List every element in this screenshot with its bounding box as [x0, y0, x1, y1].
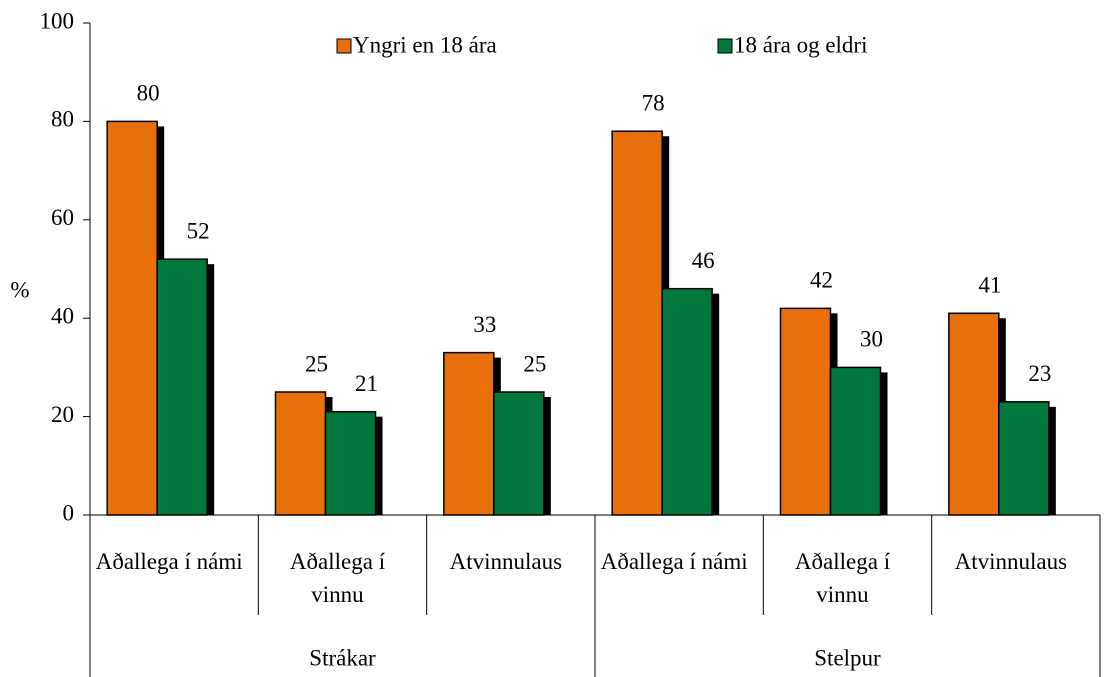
- group-label: Strákar: [309, 645, 376, 670]
- bar: [106, 120, 158, 516]
- data-label: 30: [860, 327, 883, 352]
- data-label: 52: [187, 218, 210, 243]
- bar: [443, 351, 495, 516]
- y-tick-label: 60: [51, 205, 74, 230]
- bar: [156, 258, 208, 516]
- x-tick-label: Aðallega í vinnu: [794, 549, 891, 607]
- bar: [948, 312, 1000, 516]
- bar: [324, 410, 377, 516]
- bar: [998, 401, 1050, 516]
- data-label: 25: [523, 351, 546, 376]
- x-tick-label: Aðallega í námi: [95, 549, 243, 574]
- data-label: 21: [355, 371, 378, 396]
- legend-swatch: [336, 38, 352, 54]
- bar: [611, 130, 663, 516]
- legend-swatch: [717, 38, 733, 54]
- group-label: Stelpur: [814, 645, 881, 670]
- x-tick-label: Atvinnulaus: [954, 549, 1068, 574]
- bar: [779, 307, 832, 516]
- y-tick-label: 80: [51, 107, 74, 132]
- data-label: 46: [692, 248, 715, 273]
- bar: [829, 366, 882, 516]
- data-label: 78: [642, 91, 665, 116]
- bar: [493, 391, 545, 516]
- data-label: 41: [978, 273, 1001, 298]
- y-tick-label: 0: [63, 500, 75, 525]
- x-tick-label: Atvinnulaus: [449, 549, 563, 574]
- bar: [274, 391, 327, 516]
- y-tick-label: 100: [40, 8, 75, 33]
- y-axis-label: %: [10, 277, 29, 302]
- legend-label: 18 ára og eldri: [734, 32, 867, 57]
- x-tick-label: Aðallega í vinnu: [289, 549, 386, 607]
- bar: [661, 287, 713, 516]
- data-label: 23: [1028, 361, 1051, 386]
- y-tick-label: 40: [51, 303, 74, 328]
- data-label: 33: [473, 312, 496, 337]
- data-label: 42: [810, 268, 833, 293]
- x-tick-label: Aðallega í námi: [600, 549, 748, 574]
- data-label: 25: [305, 351, 328, 376]
- y-tick-label: 20: [51, 402, 74, 427]
- legend-label: Yngri en 18 ára: [353, 32, 497, 57]
- data-label: 80: [137, 81, 160, 106]
